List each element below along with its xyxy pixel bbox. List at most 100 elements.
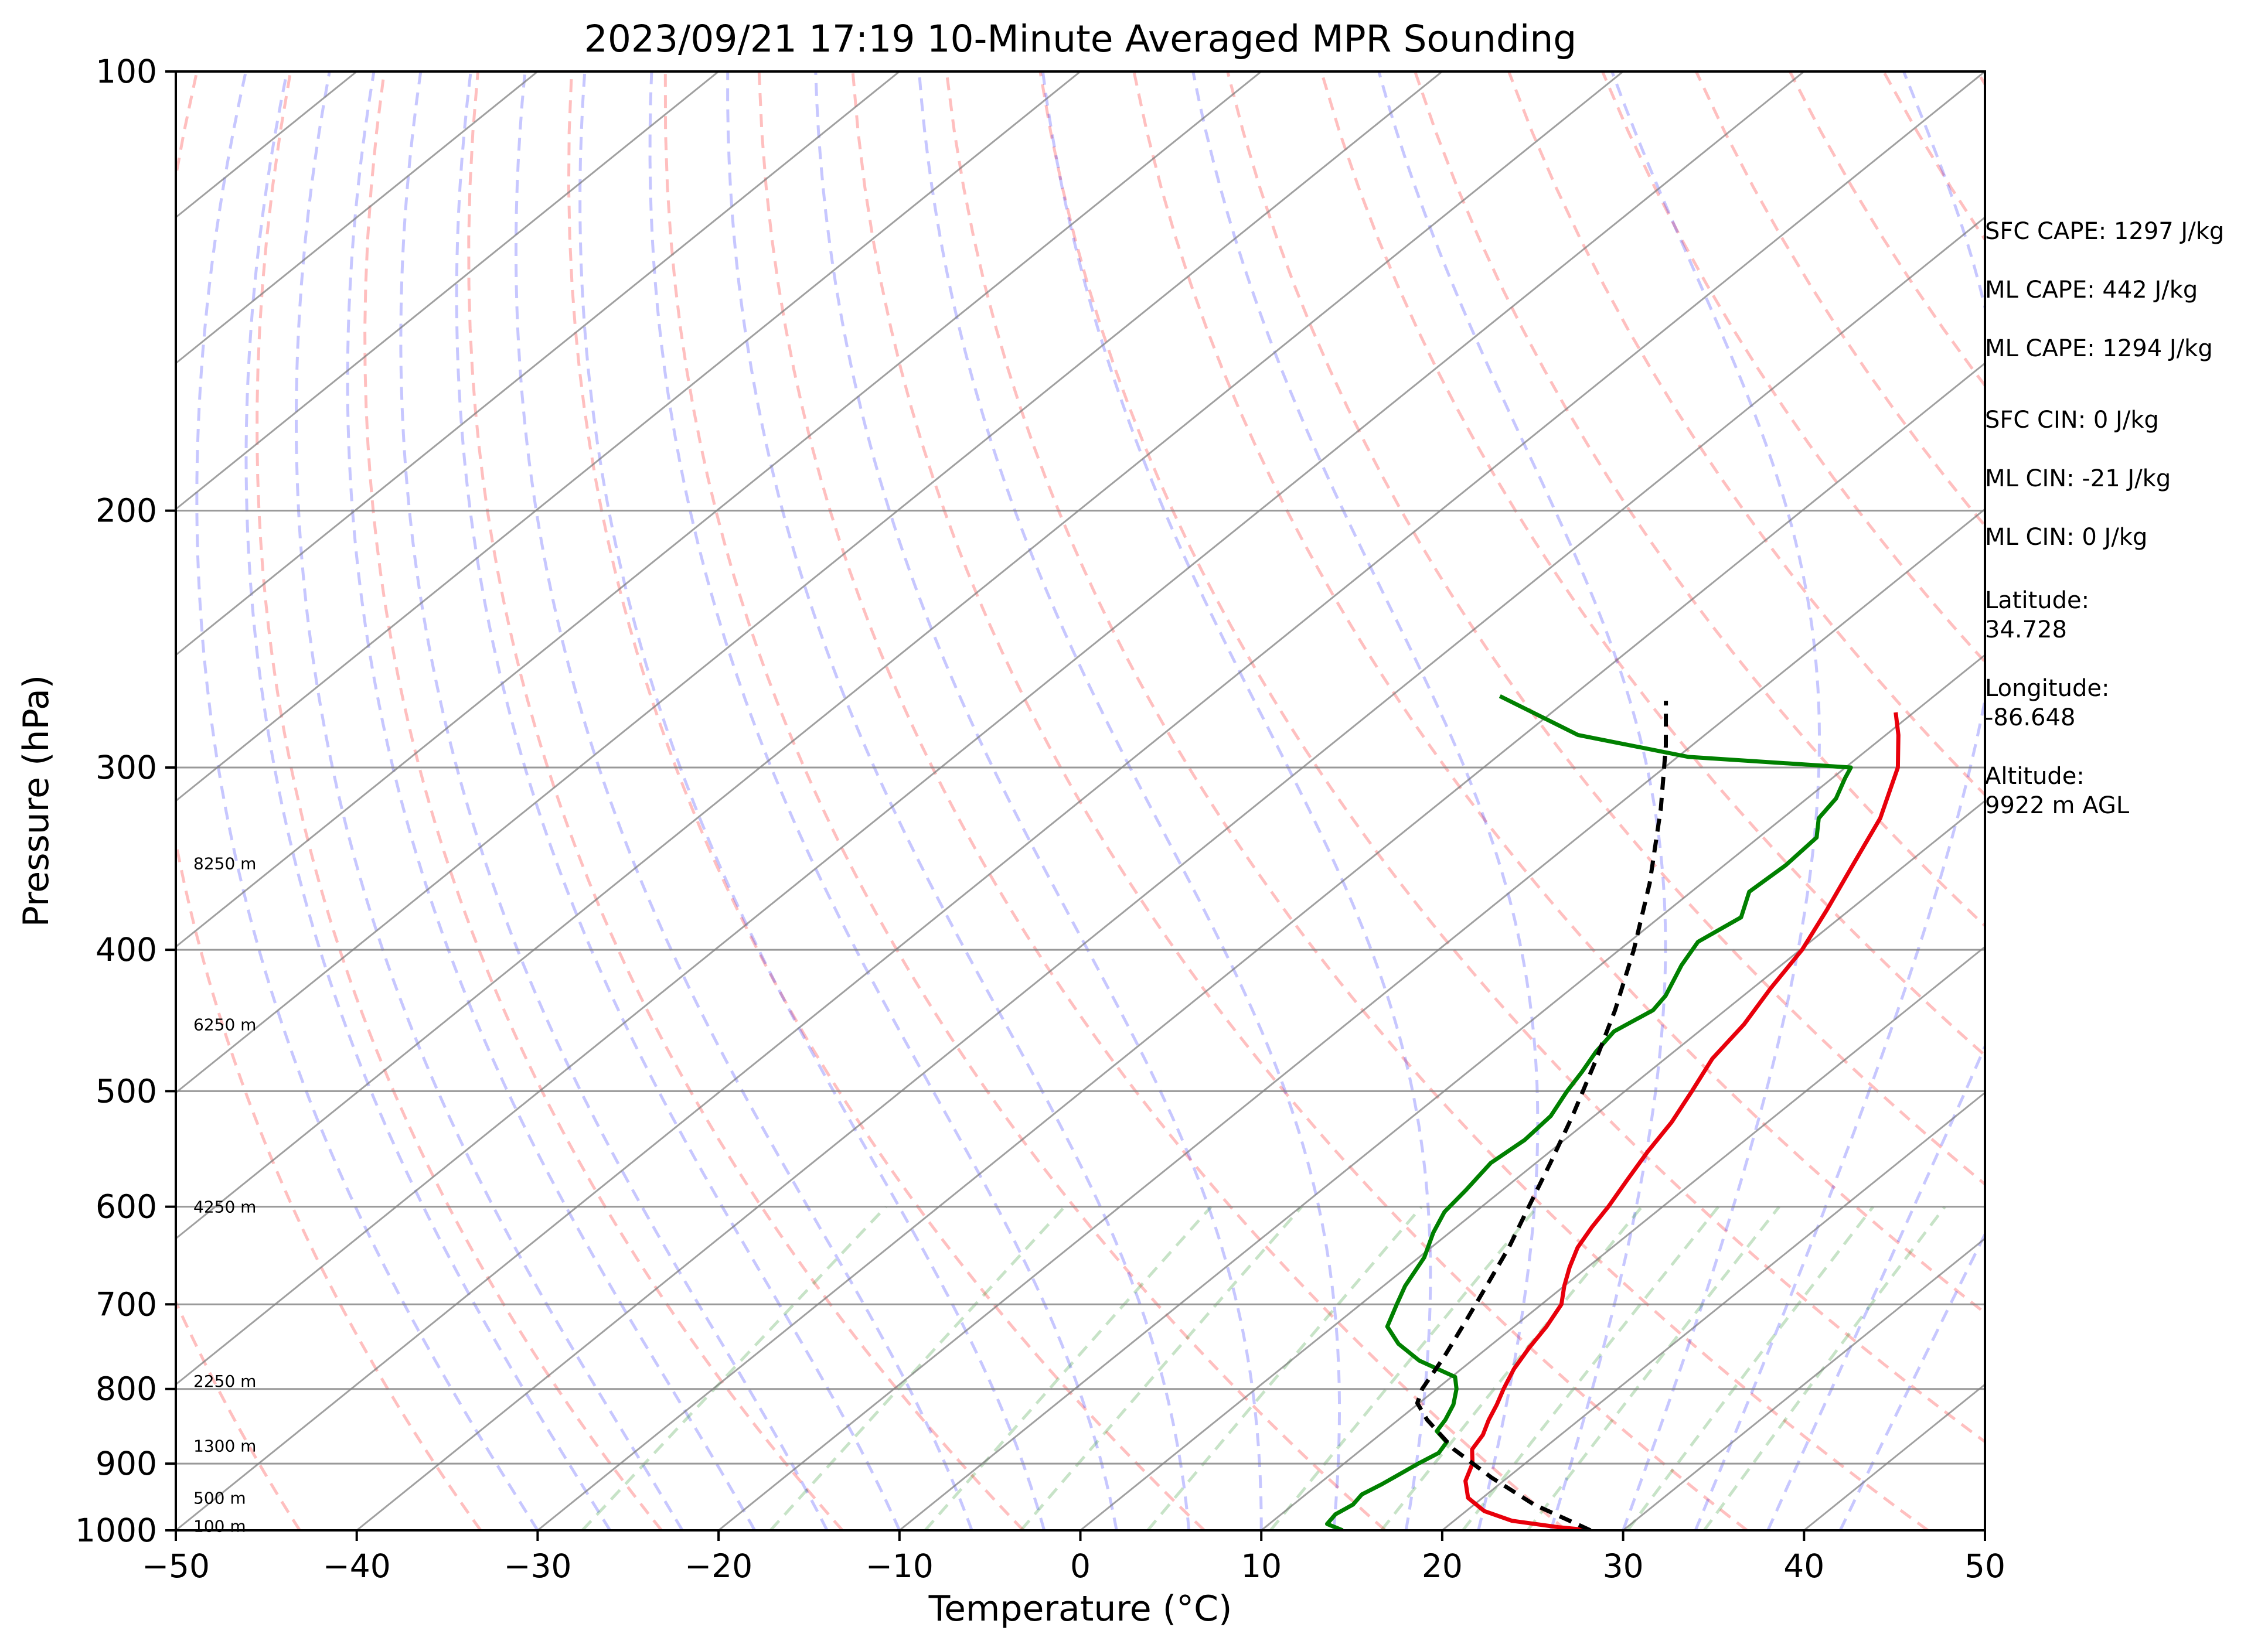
y-axis-label: Pressure (hPa) — [16, 675, 57, 927]
isotherm--30 — [537, 362, 1985, 1530]
y-tick-label: 900 — [96, 1445, 157, 1482]
mixing-ratio-line — [769, 1205, 1066, 1530]
sfc-cape-value: SFC CAPE: 1297 J/kg — [1985, 218, 2225, 245]
isotherm--80 — [176, 71, 1443, 1094]
mixing-ratio-line — [924, 1205, 1213, 1530]
y-tick-label: 800 — [96, 1370, 157, 1408]
dry-adiabat — [176, 1298, 301, 1530]
dry-adiabat — [176, 71, 482, 1530]
x-tick-label: 30 — [1603, 1547, 1644, 1585]
moist-adiabat — [648, 71, 1118, 1530]
dry-adiabat — [1414, 71, 1985, 928]
dewpoint-profile — [1325, 694, 1853, 1530]
dry-adiabat — [467, 71, 1025, 1530]
x-tick-label: −40 — [323, 1547, 391, 1585]
dry-adiabat — [663, 71, 1387, 1530]
isotherm-20 — [1441, 1092, 1985, 1530]
ml-cin-value-2: ML CIN: 0 J/kg — [1985, 524, 2148, 551]
isotherm--130 — [176, 71, 539, 364]
chart-title: 2023/09/21 17:19 10-Minute Averaged MPR … — [584, 18, 1577, 60]
isotherm--70 — [176, 71, 1624, 1240]
dry-adiabats — [176, 71, 1985, 1530]
latitude-value: Latitude: 34.728 — [1985, 587, 2090, 643]
height-label: 8250 m — [193, 854, 256, 874]
sfc-cin-value: SFC CIN: 0 J/kg — [1985, 407, 2159, 434]
height-labels: 8250 m 6250 m 4250 m 2250 m 1300 m 500 m 100 m — [193, 854, 256, 1536]
height-label: 500 m — [193, 1489, 246, 1508]
height-label: 4250 m — [193, 1198, 256, 1217]
y-tick-label: 200 — [96, 492, 157, 530]
moist-adiabat — [1694, 71, 1985, 1530]
moist-adiabat — [1766, 1043, 1985, 1530]
isotherm--10 — [898, 654, 1985, 1530]
sounding-series — [1325, 694, 1901, 1530]
ml-cape-value-2: ML CAPE: 1294 J/kg — [1985, 335, 2213, 362]
ml-cin-value: ML CIN: -21 J/kg — [1985, 465, 2171, 492]
isotherm-0 — [1079, 800, 1985, 1530]
moist-adiabats — [195, 71, 1985, 1530]
parcel-profile — [1415, 701, 1668, 1530]
mixing-ratio-line — [581, 1205, 887, 1530]
isobars — [176, 510, 1985, 1465]
dry-adiabat — [1038, 71, 1985, 1444]
isotherm--40 — [356, 216, 1985, 1530]
height-label: 6250 m — [193, 1015, 256, 1034]
isotherm-30 — [1622, 1237, 1985, 1530]
y-tick-label: 500 — [96, 1072, 157, 1110]
moist-adiabat — [726, 71, 1191, 1530]
x-tick-label: 40 — [1783, 1547, 1824, 1585]
x-tick-label: −10 — [866, 1547, 934, 1585]
y-tick-label: 100 — [96, 53, 157, 90]
isotherm--60 — [176, 71, 1805, 1386]
altitude-value: Altitude: 9922 m AGL — [1985, 763, 2130, 819]
moist-adiabat — [1838, 1231, 1985, 1530]
dry-adiabat — [567, 71, 1205, 1530]
height-label: 2250 m — [193, 1372, 256, 1391]
x-tick-label: 0 — [1070, 1547, 1091, 1585]
mixing-ratio-line — [1626, 1206, 1875, 1530]
mixing-ratio-line — [1269, 1205, 1539, 1530]
moist-adiabat — [295, 71, 684, 1530]
isotherm--20 — [718, 508, 1985, 1530]
mixing-ratio-lines — [581, 1205, 1946, 1530]
isotherm--110 — [176, 71, 900, 656]
isotherm--50 — [176, 71, 1985, 1530]
mixing-ratio-line — [1146, 1205, 1423, 1530]
x-tick-label: −20 — [685, 1547, 752, 1585]
dry-adiabat — [1601, 71, 1985, 664]
dry-adiabat — [363, 71, 844, 1530]
moist-adiabat — [455, 71, 901, 1530]
x-tick-label: −50 — [142, 1547, 210, 1585]
sounding-parameters-panel: SFC CAPE: 1297 J/kg ML CAPE: 442 J/kg ML… — [1985, 217, 2260, 850]
moist-adiabat — [1610, 71, 1821, 1530]
isotherm--100 — [176, 71, 1081, 802]
x-tick-label: 50 — [1964, 1547, 2005, 1585]
x-tick-label: 20 — [1422, 1547, 1463, 1585]
mixing-ratio-line — [1020, 1205, 1303, 1530]
moist-adiabat — [244, 71, 612, 1530]
moist-adiabat — [399, 71, 829, 1530]
dry-adiabat — [757, 71, 1567, 1530]
height-label: 1300 m — [193, 1437, 256, 1456]
longitude-value: Longitude: -86.648 — [1985, 675, 2110, 731]
moist-adiabat — [1191, 71, 1540, 1530]
moist-adiabat — [195, 71, 539, 1530]
height-label: 100 m — [193, 1516, 246, 1536]
moist-adiabat — [515, 71, 973, 1530]
x-tick-label: −30 — [503, 1547, 571, 1585]
y-tick-label: 400 — [96, 931, 157, 968]
x-tick-label: 10 — [1241, 1547, 1282, 1585]
isotherm--90 — [176, 71, 1262, 948]
moist-adiabat — [1041, 71, 1432, 1530]
y-tick-label: 300 — [96, 749, 157, 786]
x-axis-label: Temperature (°C) — [928, 1588, 1232, 1629]
temperature-profile — [1463, 712, 1901, 1530]
dry-adiabat — [256, 71, 663, 1530]
moist-adiabat — [917, 71, 1341, 1530]
dry-adiabat — [1507, 71, 1985, 797]
y-tick-label: 600 — [96, 1188, 157, 1226]
dry-adiabat — [851, 71, 1748, 1530]
y-tick-label: 700 — [96, 1285, 157, 1323]
dry-adiabat — [945, 71, 1929, 1530]
